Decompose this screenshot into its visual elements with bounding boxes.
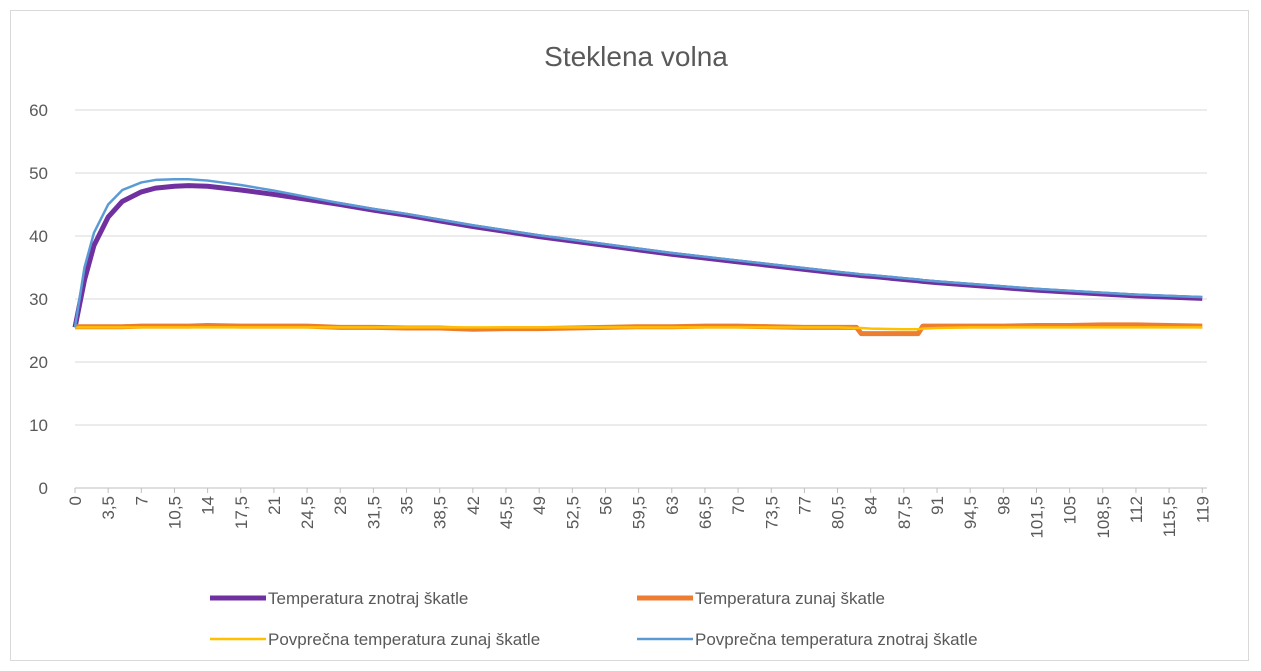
x-tick-label: 115,5 (1160, 496, 1179, 537)
x-tick-label: 77 (795, 496, 814, 515)
x-tick-label: 42 (464, 496, 483, 515)
y-tick-label: 50 (29, 164, 48, 183)
x-tick-label: 3,5 (99, 496, 118, 520)
x-tick-label: 17,5 (232, 496, 251, 529)
series-line (73, 178, 1203, 328)
legend-label: Povprečna temperatura znotraj škatle (695, 630, 978, 649)
x-tick-label: 10,5 (165, 496, 184, 529)
x-tick-label: 87,5 (895, 496, 914, 529)
y-tick-label: 60 (29, 101, 48, 120)
x-tick-label: 0 (66, 496, 85, 505)
x-tick-label: 21 (265, 496, 284, 515)
chart-title: Steklena volna (544, 41, 728, 72)
x-tick-label: 59,5 (630, 496, 649, 529)
x-tick-label: 31,5 (364, 496, 383, 529)
x-tick-label: 49 (530, 496, 549, 515)
x-tick-label: 112 (1127, 496, 1146, 523)
y-tick-label: 20 (29, 353, 48, 372)
y-tick-label: 30 (29, 290, 48, 309)
x-tick-label: 105 (1061, 496, 1080, 524)
x-tick-label: 98 (994, 496, 1013, 515)
x-tick-label: 91 (928, 496, 947, 515)
x-tick-label: 28 (331, 496, 350, 515)
x-tick-label: 35 (398, 496, 417, 515)
x-tick-label: 52,5 (563, 496, 582, 529)
x-tick-label: 94,5 (961, 496, 980, 529)
legend-label: Temperatura znotraj škatle (268, 589, 468, 608)
chart-border (10, 10, 1249, 661)
legend-label: Povprečna temperatura zunaj škatle (268, 630, 540, 649)
series-line (75, 326, 1203, 331)
legend-label: Temperatura zunaj škatle (695, 589, 885, 608)
x-tick-label: 70 (729, 496, 748, 515)
x-tick-label: 24,5 (298, 496, 317, 529)
x-tick-label: 73,5 (762, 496, 781, 529)
x-tick-label: 38,5 (431, 496, 450, 529)
x-tick-label: 7 (132, 496, 151, 505)
x-tick-label: 101,5 (1027, 496, 1046, 539)
x-tick-label: 119 (1193, 496, 1212, 523)
x-tick-label: 14 (199, 496, 218, 515)
y-tick-label: 40 (29, 227, 48, 246)
y-tick-label: 0 (39, 479, 48, 498)
x-tick-label: 80,5 (829, 496, 848, 529)
x-tick-label: 45,5 (497, 496, 516, 529)
x-tick-label: 66,5 (696, 496, 715, 529)
y-tick-label: 10 (29, 416, 48, 435)
x-tick-label: 84 (862, 496, 881, 515)
x-tick-label: 108,5 (1094, 496, 1113, 539)
x-tick-label: 56 (596, 496, 615, 515)
x-tick-label: 63 (663, 496, 682, 515)
